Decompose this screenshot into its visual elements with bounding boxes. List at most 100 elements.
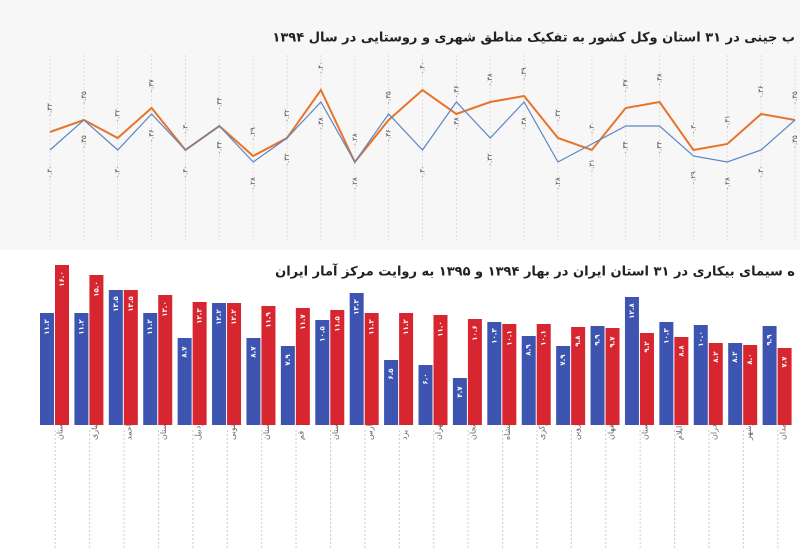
data-label: ۰.۲۸ xyxy=(351,177,359,191)
data-label: ۰.۳۹ xyxy=(520,67,528,81)
bar xyxy=(55,265,69,425)
bar xyxy=(777,348,792,425)
bar xyxy=(315,320,330,425)
bar xyxy=(467,319,482,425)
bar xyxy=(487,322,502,425)
bar xyxy=(639,333,654,425)
bar xyxy=(708,343,723,425)
data-label: ۱۶.۰ xyxy=(58,271,66,286)
x-tick-label: اصفهان xyxy=(606,415,615,440)
data-label: ۰.۳۰ xyxy=(419,165,427,179)
data-label: ۱۰.۱ xyxy=(505,330,513,345)
data-label: ۰.۳۰ xyxy=(588,121,596,135)
bar xyxy=(693,325,708,425)
bar xyxy=(452,378,467,425)
bar xyxy=(158,295,173,425)
data-label: ۸.۹ xyxy=(525,344,533,356)
bar xyxy=(295,308,310,425)
data-label: ۷.۹ xyxy=(284,354,292,366)
x-tick-label: ایلام xyxy=(675,426,684,440)
data-label: ۰.۳۸ xyxy=(656,73,664,87)
data-label: ۱۱.۷ xyxy=(299,314,307,330)
x-tick-label: لرستان xyxy=(262,416,271,440)
data-label: ۱۳.۵ xyxy=(112,296,120,312)
data-label: ۹.۹ xyxy=(594,334,602,346)
data-label: ۱۰.۳ xyxy=(662,328,670,344)
data-label: ۱۰.۵ xyxy=(318,326,326,342)
data-label: ۰.۳۰ xyxy=(689,121,697,135)
bar xyxy=(349,293,364,425)
bar xyxy=(762,326,777,425)
bar xyxy=(659,322,674,425)
x-tick-label: مرکزی xyxy=(537,417,546,440)
x-tick-label: یزد xyxy=(400,430,409,440)
data-label: ۱۰.۱ xyxy=(540,330,548,345)
data-label: ۹.۹ xyxy=(766,334,774,346)
bar xyxy=(192,302,207,425)
data-label: ۱۲.۳ xyxy=(196,308,204,324)
data-label: ۰.۲۸ xyxy=(351,133,359,147)
data-label: ۰.۴۰ xyxy=(317,61,325,75)
bar xyxy=(177,338,192,425)
data-label: ۰.۳۲ xyxy=(114,109,122,123)
data-label: ۸.۷ xyxy=(181,346,189,358)
bar xyxy=(502,324,517,425)
data-label: ۱۳.۵ xyxy=(127,296,135,312)
data-label: ۰.۳۰ xyxy=(114,165,122,179)
data-label: ۰.۳۲ xyxy=(283,109,291,123)
data-label: ۱۱.۹ xyxy=(264,312,272,328)
data-label: ۸.۷ xyxy=(249,346,257,358)
bar xyxy=(74,313,89,425)
data-label: ۰.۳۱ xyxy=(723,115,731,129)
data-label: ۶.۵ xyxy=(387,368,395,380)
bar xyxy=(212,303,227,425)
data-label: ۰.۳۵ xyxy=(80,135,88,149)
data-label: ۴.۷ xyxy=(456,386,464,398)
data-label: ۰.۳۸ xyxy=(452,117,460,131)
data-label: ۸.۲ xyxy=(731,351,739,363)
x-tick-label: بوشهر xyxy=(744,419,753,441)
x-tick-label: گلستان xyxy=(330,415,340,440)
bar xyxy=(330,310,345,425)
bar-title: ه سیمای بیکاری در ۳۱ استان ایران در بهار… xyxy=(275,263,795,280)
data-label: ۸.۸ xyxy=(677,345,685,357)
data-label: ۰.۴۰ xyxy=(419,61,427,75)
data-label: ۰.۲۸ xyxy=(723,177,731,191)
data-label: ۱۱.۲ xyxy=(77,319,85,335)
data-label: ۱۱.۲ xyxy=(402,319,410,335)
data-label: ۰.۳۰ xyxy=(181,121,189,135)
bar xyxy=(521,336,536,425)
data-label: ۱۲.۸ xyxy=(628,303,636,319)
data-label: ۰.۳۸ xyxy=(317,117,325,131)
x-tick-label: اردبیل xyxy=(193,420,202,440)
data-label: ۰.۳۷ xyxy=(622,79,630,93)
line xyxy=(49,88,796,164)
data-label: ۱۰.۳ xyxy=(490,328,498,344)
bar xyxy=(418,365,433,425)
x-tick-label: همدان xyxy=(778,419,787,440)
data-label: ۰.۳۵ xyxy=(80,91,88,105)
data-label: ۰.۳۲ xyxy=(283,153,291,167)
x-tick-label: کردستان xyxy=(56,411,65,440)
data-label: ۰.۳۴ xyxy=(215,97,223,111)
data-label: ۰.۳۴ xyxy=(656,141,664,155)
data-label: ۰.۳۶ xyxy=(385,129,393,143)
data-label: ۰.۲۹ xyxy=(689,171,697,185)
x-tick-label: قزوین xyxy=(572,419,581,440)
bar xyxy=(728,343,743,425)
data-label: ۰.۲۹ xyxy=(249,127,257,141)
data-label: ۹.۷ xyxy=(609,336,617,348)
bar xyxy=(536,324,551,425)
data-label: ۰.۳۰ xyxy=(46,165,54,179)
x-tick-label: مازندران xyxy=(709,411,718,440)
data-label: ۰.۳۷ xyxy=(148,79,156,93)
data-label: ۰.۳۳ xyxy=(46,103,54,117)
data-label: ۱۳.۲ xyxy=(353,299,361,315)
data-label: ۰.۳۵ xyxy=(385,91,393,105)
data-label: ۱۵.۰ xyxy=(92,281,100,296)
data-label: ۰.۳۲ xyxy=(554,109,562,123)
bar xyxy=(605,328,620,425)
data-label: ۰.۳۶ xyxy=(452,85,460,99)
data-label: ۷.۹ xyxy=(559,354,567,366)
